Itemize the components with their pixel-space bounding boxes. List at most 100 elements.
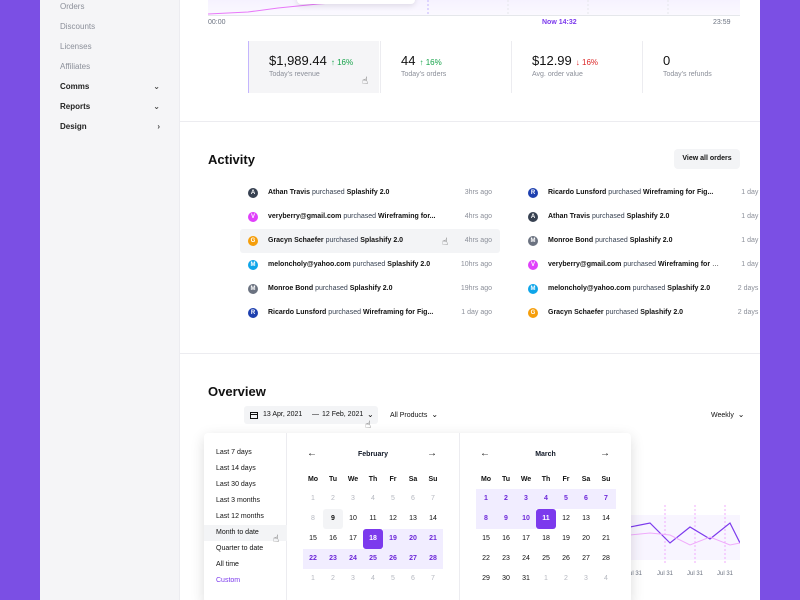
preset-option[interactable]: Custom	[216, 577, 241, 584]
day-cell[interactable]: 8	[311, 515, 315, 522]
day-cell[interactable]: 4	[371, 495, 375, 502]
day-cell[interactable]: 27	[403, 549, 423, 569]
day-cell[interactable]: 23	[502, 555, 510, 562]
day-cell[interactable]: 7	[431, 495, 435, 502]
activity-row[interactable]: M Monroe Bond purchased Splashify 2.0 1 da…	[520, 229, 760, 253]
day-cell[interactable]: 12	[389, 515, 397, 522]
day-cell[interactable]: 28	[423, 549, 443, 569]
day-cell[interactable]: 26	[562, 555, 570, 562]
day-cell[interactable]: 19	[383, 529, 403, 549]
day-cell[interactable]: 11	[536, 509, 556, 529]
day-cell[interactable]: 24	[522, 555, 530, 562]
day-cell[interactable]: 6	[411, 575, 415, 582]
day-cell[interactable]: 10	[516, 509, 536, 529]
day-cell[interactable]: 7	[431, 575, 435, 582]
day-cell[interactable]: 22	[303, 549, 323, 569]
day-cell[interactable]: 2	[331, 495, 335, 502]
sidebar-item-licenses[interactable]: Licenses	[60, 41, 160, 53]
day-cell[interactable]: 9	[496, 509, 516, 529]
prev-month-arrow-icon[interactable]: ←	[307, 448, 317, 459]
day-cell[interactable]: 2	[564, 575, 568, 582]
day-cell[interactable]: 14	[602, 515, 610, 522]
day-cell[interactable]: 20	[582, 535, 590, 542]
preset-option[interactable]: Month to date	[204, 525, 287, 541]
activity-row[interactable]: R Ricardo Lunsford purchased Wireframing …	[520, 181, 760, 205]
day-cell[interactable]: 28	[602, 555, 610, 562]
day-cell[interactable]: 25	[363, 549, 383, 569]
sidebar-item-comms[interactable]: Comms ⌄	[60, 81, 160, 93]
day-cell[interactable]: 7	[596, 489, 616, 509]
activity-row[interactable]: G Gracyn Schaefer purchased Splashify 2.0…	[240, 229, 500, 253]
day-cell[interactable]: 2	[331, 575, 335, 582]
prev-month-arrow-icon[interactable]: ←	[480, 448, 490, 459]
day-cell[interactable]: 11	[369, 515, 377, 522]
sidebar-item-affiliates[interactable]: Affiliates	[60, 61, 160, 73]
day-cell[interactable]: 1	[476, 489, 496, 509]
day-cell[interactable]: 27	[582, 555, 590, 562]
day-cell[interactable]: 19	[562, 535, 570, 542]
sidebar-item-reports[interactable]: Reports ⌄	[60, 101, 160, 113]
activity-row[interactable]: A Athan Travis purchased Splashify 2.0 3hr…	[240, 181, 500, 205]
day-cell[interactable]: 22	[482, 555, 490, 562]
day-cell[interactable]: 18	[363, 529, 383, 549]
preset-option[interactable]: All time	[216, 561, 239, 568]
day-cell[interactable]: 6	[411, 495, 415, 502]
day-cell[interactable]: 3	[351, 575, 355, 582]
activity-row[interactable]: M Monroe Bond purchased Splashify 2.0 19hr…	[240, 277, 500, 301]
day-cell[interactable]: 14	[429, 515, 437, 522]
day-cell[interactable]: 1	[544, 575, 548, 582]
day-cell[interactable]: 2	[496, 489, 516, 509]
next-month-arrow-icon[interactable]: →	[427, 448, 437, 459]
day-cell[interactable]: 30	[502, 575, 510, 582]
day-cell[interactable]: 17	[522, 535, 530, 542]
day-cell[interactable]: 17	[349, 535, 357, 542]
sidebar-item-design[interactable]: Design ›	[60, 121, 160, 133]
sidebar-item-orders[interactable]: Orders	[60, 1, 160, 13]
preset-option[interactable]: Last 30 days	[216, 481, 256, 488]
stat-card[interactable]: $1,989.44 ↑ 16% Today's revenue	[248, 41, 379, 93]
day-cell[interactable]: 5	[391, 495, 395, 502]
day-cell[interactable]: 24	[343, 549, 363, 569]
day-cell[interactable]: 25	[542, 555, 550, 562]
date-range-picker[interactable]: 13 Apr, 2021 — 12 Feb, 2021 ⌄	[244, 406, 378, 424]
activity-row[interactable]: G Gracyn Schaefer purchased Splashify 2.0…	[520, 301, 760, 325]
day-cell[interactable]: 10	[349, 515, 357, 522]
day-cell[interactable]: 4	[371, 575, 375, 582]
day-cell[interactable]: 16	[329, 535, 337, 542]
day-cell[interactable]: 29	[482, 575, 490, 582]
day-cell[interactable]: 3	[351, 495, 355, 502]
day-cell[interactable]: 31	[522, 575, 530, 582]
day-cell[interactable]: 3	[584, 575, 588, 582]
day-cell[interactable]: 21	[602, 535, 610, 542]
day-cell[interactable]: 26	[383, 549, 403, 569]
day-cell[interactable]: 13	[409, 515, 417, 522]
day-cell[interactable]: 12	[562, 515, 570, 522]
day-cell[interactable]: 23	[323, 549, 343, 569]
day-cell[interactable]: 15	[482, 535, 490, 542]
day-cell[interactable]: 1	[311, 495, 315, 502]
sidebar-item-discounts[interactable]: Discounts	[60, 21, 160, 33]
preset-option[interactable]: Last 3 months	[216, 497, 260, 504]
day-cell[interactable]: 4	[604, 575, 608, 582]
day-cell[interactable]: 5	[391, 575, 395, 582]
day-cell[interactable]: 1	[311, 575, 315, 582]
activity-row[interactable]: A Athan Travis purchased Splashify 2.0 1 d…	[520, 205, 760, 229]
view-all-orders-button[interactable]: View all orders	[674, 149, 740, 169]
preset-option[interactable]: Last 12 months	[216, 513, 264, 520]
next-month-arrow-icon[interactable]: →	[600, 448, 610, 459]
preset-option[interactable]: Last 14 days	[216, 465, 256, 472]
day-cell[interactable]: 3	[516, 489, 536, 509]
day-cell[interactable]: 5	[556, 489, 576, 509]
product-filter[interactable]: All Products ⌄	[390, 406, 438, 424]
day-cell[interactable]: 20	[403, 529, 423, 549]
day-cell[interactable]: 13	[582, 515, 590, 522]
activity-row[interactable]: R Ricardo Lunsford purchased Wireframing …	[240, 301, 500, 325]
day-cell[interactable]: 15	[309, 535, 317, 542]
interval-select[interactable]: Weekly ⌄	[711, 406, 744, 424]
preset-option[interactable]: Quarter to date	[216, 545, 264, 552]
day-cell[interactable]: 4	[536, 489, 556, 509]
